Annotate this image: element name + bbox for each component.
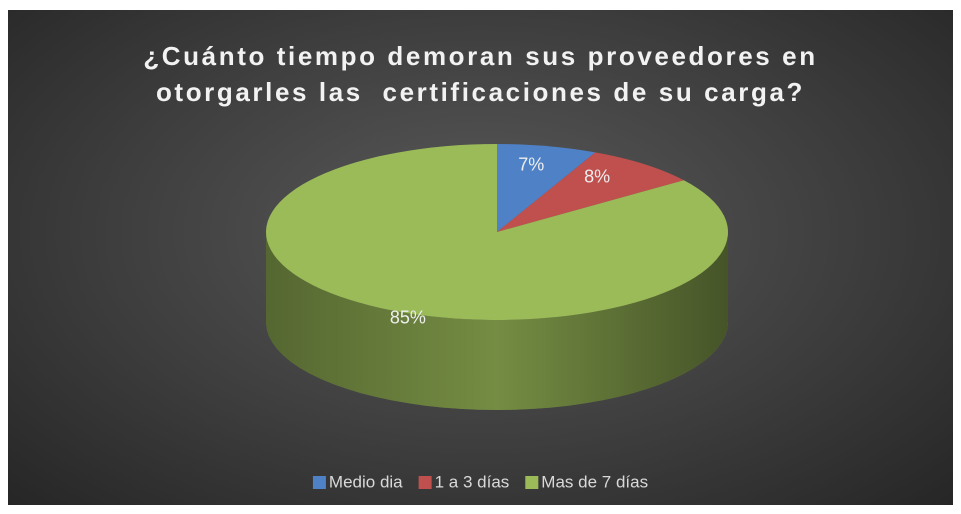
legend-swatch	[312, 476, 326, 489]
data-label: 85%	[390, 307, 426, 327]
legend-label: Medio dia	[329, 472, 403, 491]
chart: 7% 8% 85% Medio dia 1 a 3 días Mas de 7 días	[266, 144, 729, 491]
legend-label: 1 a 3 días	[435, 472, 510, 491]
slice-side-shade	[266, 232, 728, 410]
slice	[497, 144, 596, 232]
slice	[266, 144, 729, 320]
data-label: 8%	[584, 167, 610, 187]
slice	[497, 152, 684, 232]
legend: Medio dia 1 a 3 días Mas de 7 días	[312, 472, 648, 491]
legend-label: Mas de 7 días	[541, 472, 648, 491]
chart-title: ¿Cuánto tiempo demoran sus proveedores e…	[143, 41, 828, 107]
legend-swatch	[525, 476, 539, 489]
legend-swatch	[418, 476, 432, 489]
chart-area: ¿Cuánto tiempo demoran sus proveedores e…	[8, 10, 953, 505]
data-label: 7%	[518, 154, 544, 174]
